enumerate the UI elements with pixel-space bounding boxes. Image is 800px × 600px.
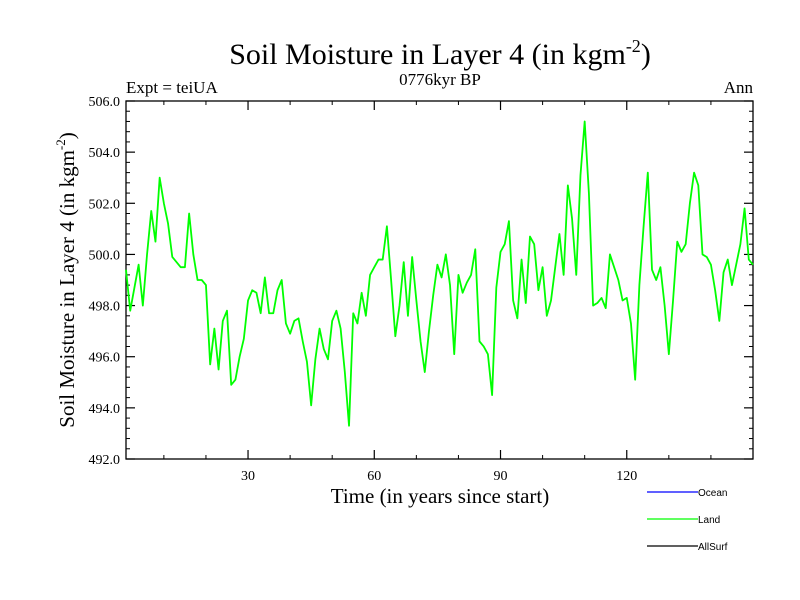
y-tick-label: 506.0 [89, 95, 121, 110]
x-axis-label: Time (in years since start) [331, 484, 550, 508]
subtitle-right: Ann [724, 78, 754, 97]
plot-frame [125, 100, 754, 460]
legend-label-ocean: Ocean [698, 488, 727, 499]
x-tick-label: 30 [241, 469, 255, 484]
y-tick-label: 494.0 [89, 402, 121, 417]
y-tick-label: 502.0 [89, 197, 121, 212]
series-group [125, 120, 754, 427]
subtitle-center: 0776kyr BP [399, 70, 481, 89]
legend-label-allsurf: AllSurf [698, 542, 728, 553]
x-tick-label: 60 [367, 469, 381, 484]
y-tick-label: 504.0 [89, 146, 121, 161]
y-tick-label: 500.0 [89, 248, 121, 263]
y-tick-label: 498.0 [89, 300, 121, 315]
series-line-land [125, 120, 754, 427]
chart-title: Soil Moisture in Layer 4 (in kgm-2) [229, 36, 651, 71]
axis-ticks: 492.0 494.0 496.0 498.0 500.0 502.0 504.0 506.0… [89, 95, 753, 484]
legend: Ocean Land AllSurf [647, 488, 728, 553]
y-axis-label: Soil Moisture in Layer 4 (in kgm-2) [53, 132, 79, 427]
y-tick-label: 492.0 [89, 453, 121, 468]
y-tick-label: 496.0 [89, 351, 121, 366]
x-tick-label: 90 [494, 469, 508, 484]
legend-label-land: Land [698, 515, 720, 526]
subtitle-left: Expt = teiUA [126, 78, 218, 97]
x-tick-label: 120 [616, 469, 637, 484]
